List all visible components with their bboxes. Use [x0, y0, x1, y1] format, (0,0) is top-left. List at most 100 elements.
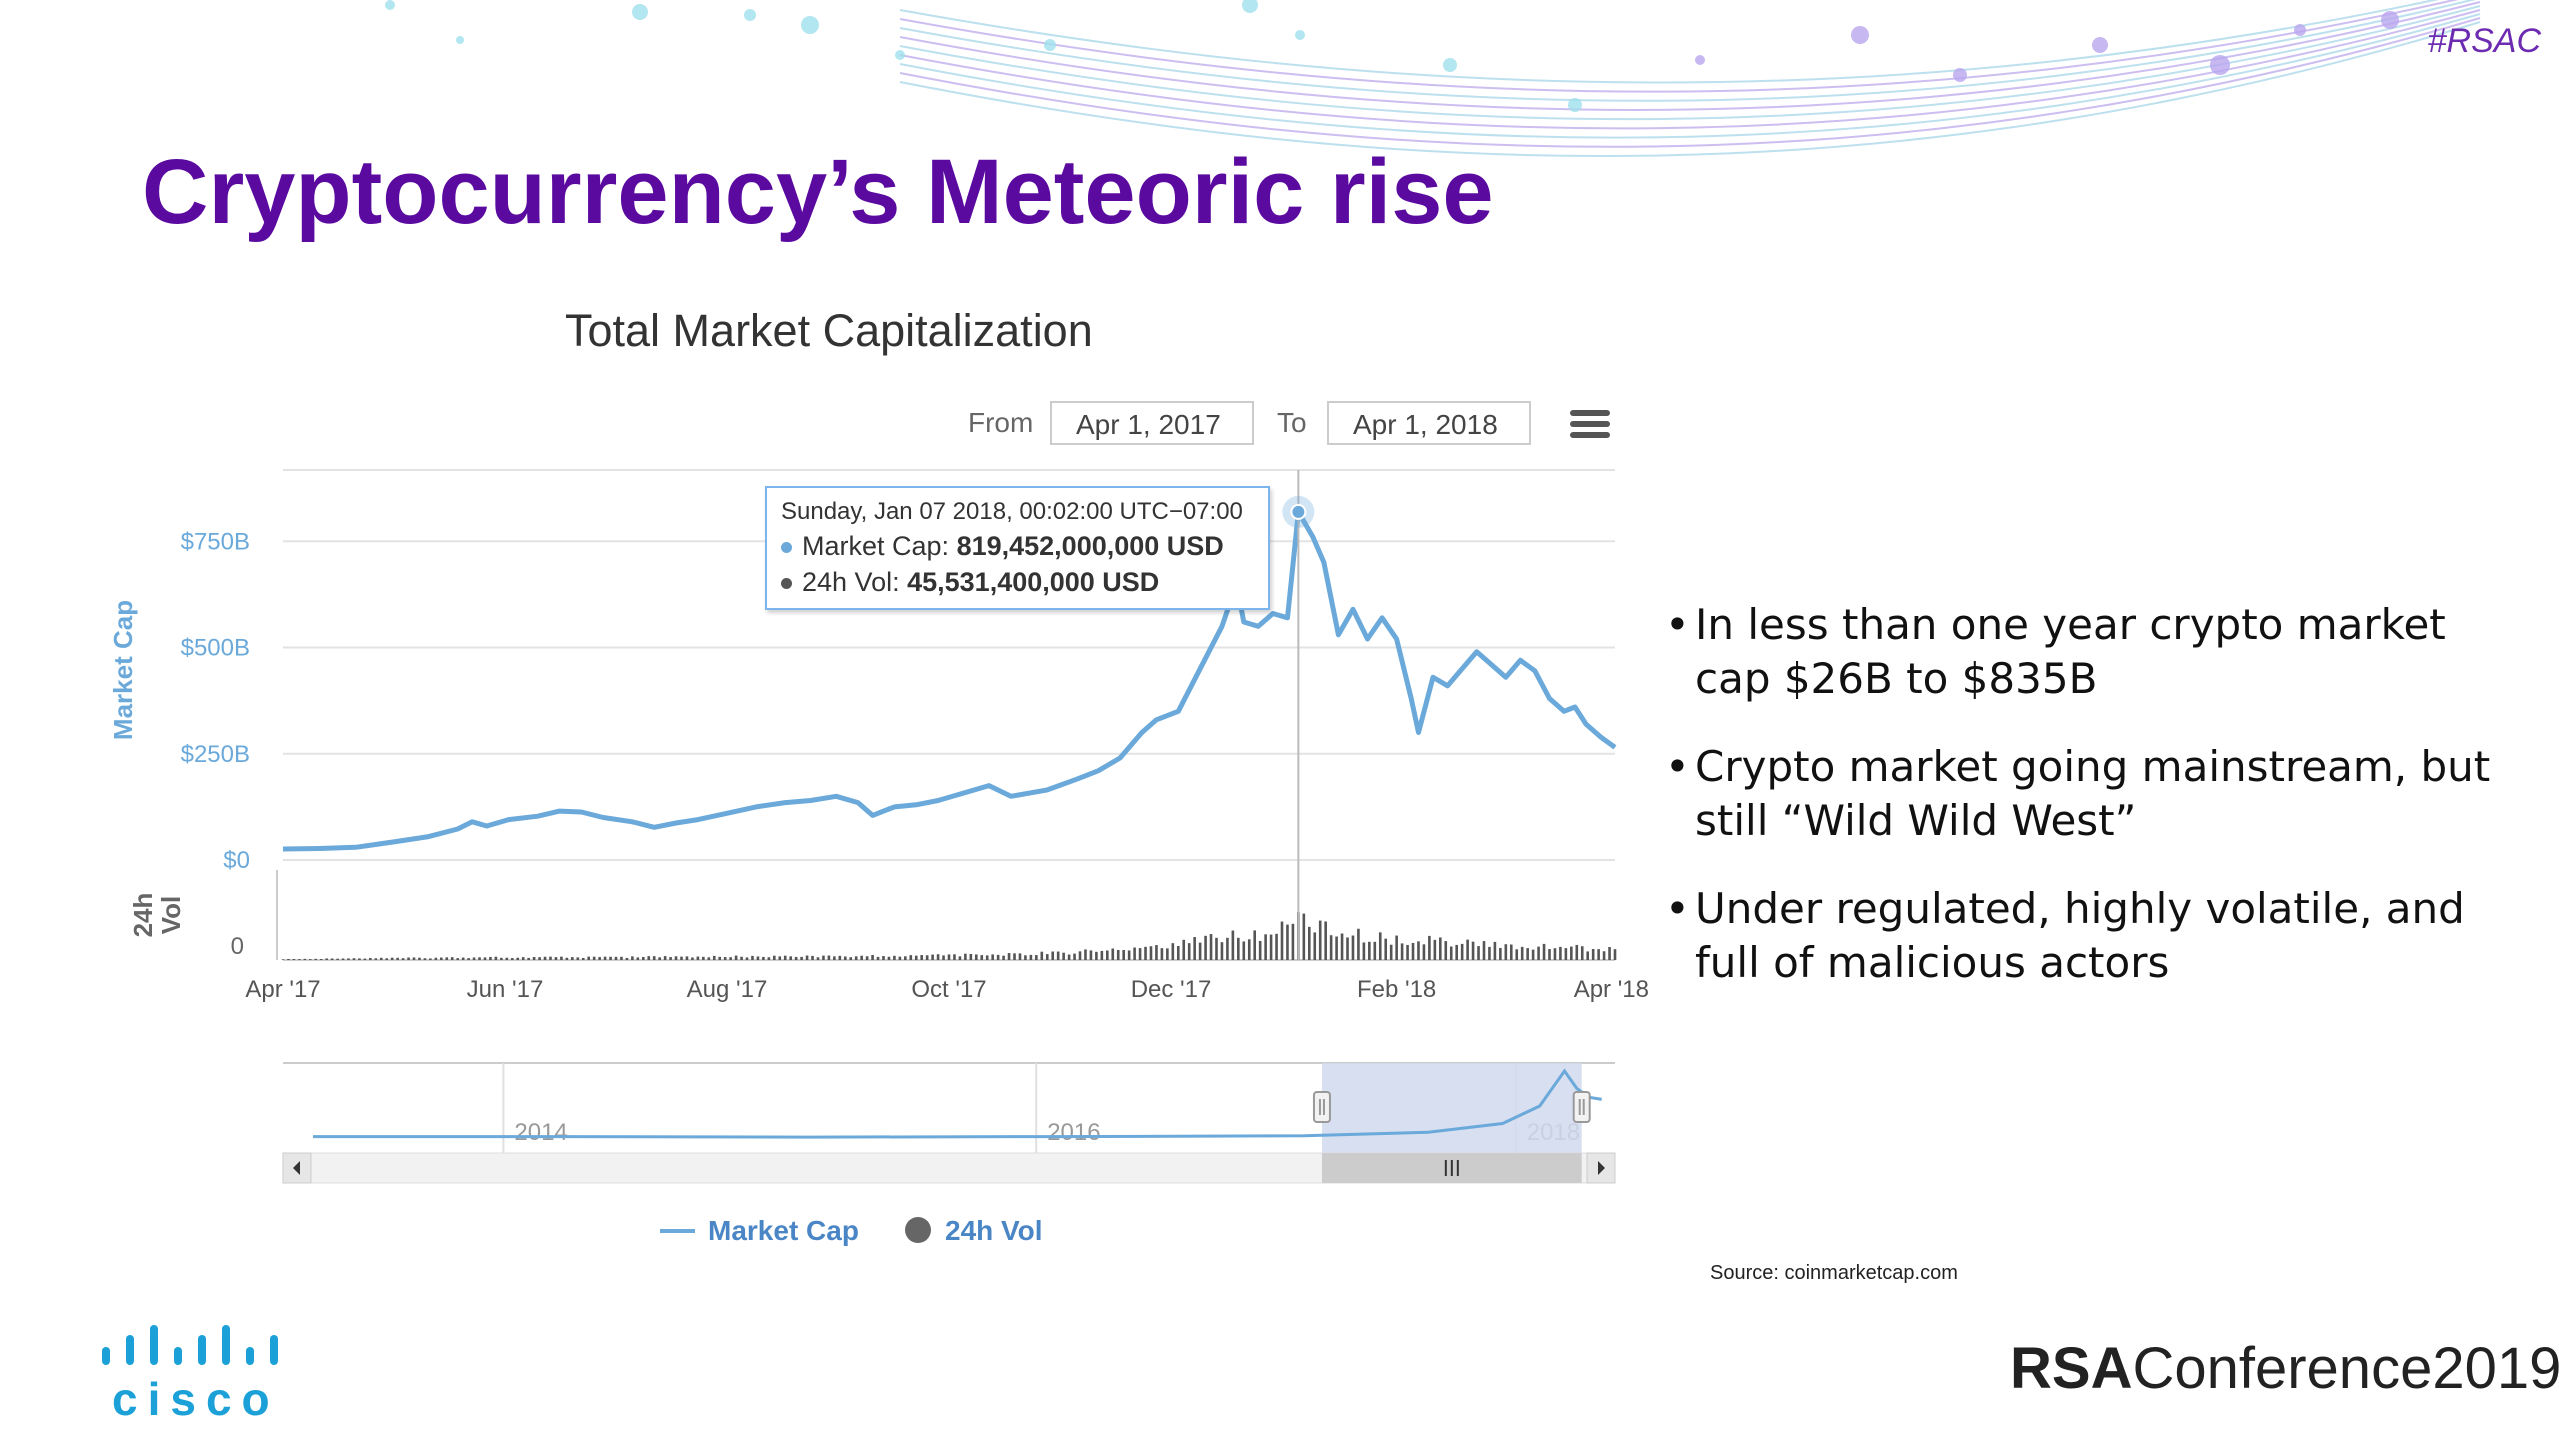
- volume-bar: [1024, 955, 1027, 960]
- volume-bar: [1428, 935, 1431, 960]
- volume-bar: [958, 956, 962, 960]
- volume-bar: [745, 957, 749, 960]
- bullet-text: Under regulated, highly volatile, and fu…: [1695, 884, 2465, 987]
- volume-bar: [663, 956, 667, 960]
- volume-bar: [1313, 932, 1317, 960]
- volume-bar: [385, 958, 389, 960]
- swirl-dot: [2210, 55, 2230, 75]
- volume-bar: [1144, 946, 1147, 960]
- volume-bar: [1509, 944, 1513, 960]
- hamburger-menu-icon[interactable]: [1570, 410, 1610, 442]
- volume-bar: [369, 958, 372, 960]
- volume-bar: [363, 958, 367, 960]
- highlight-point: [1290, 503, 1307, 520]
- legend-24h-vol[interactable]: 24h Vol: [945, 1215, 1043, 1246]
- volume-bar: [805, 955, 809, 960]
- legend-circle-symbol[interactable]: [905, 1217, 931, 1243]
- volume-bar: [1269, 934, 1273, 960]
- volume-bar: [1346, 937, 1349, 960]
- volume-bar: [401, 958, 405, 960]
- swirl-line: [899, 0, 2439, 84]
- volume-bar: [1067, 954, 1071, 960]
- volume-dot-icon: [781, 578, 792, 590]
- volume-bar: [865, 956, 869, 960]
- legend-market-cap[interactable]: Market Cap: [708, 1215, 859, 1246]
- cisco-logo-text: cisco: [112, 1373, 280, 1425]
- swirl-dot: [385, 0, 395, 10]
- arrow-right-icon: [1598, 1161, 1605, 1175]
- volume-bar: [1482, 941, 1486, 960]
- volume-bar: [773, 955, 776, 960]
- x-tick-label: Apr '17: [245, 976, 320, 1003]
- volume-bar: [1564, 948, 1568, 960]
- volume-bar: [756, 956, 760, 960]
- volume-bar: [1591, 949, 1595, 960]
- swirl-dot: [1443, 58, 1457, 72]
- volume-bar: [1045, 954, 1049, 960]
- volume-bar: [358, 958, 361, 960]
- volume-bar: [1384, 938, 1388, 960]
- volume-bar: [1406, 944, 1409, 960]
- volume-bar: [1570, 946, 1573, 960]
- tooltip-vol-value: 45,531,400,000 USD: [907, 567, 1160, 597]
- volume-bar: [827, 955, 831, 960]
- y-tick-label: $750B: [181, 528, 250, 555]
- x-tick-label: Aug '17: [687, 976, 768, 1003]
- volume-bar: [669, 957, 672, 960]
- swirl-dot: [632, 4, 648, 20]
- swirl-dot: [801, 16, 819, 34]
- volume-bar: [811, 955, 814, 960]
- volume-axis-title: 24h: [128, 893, 158, 938]
- volume-bar: [1608, 947, 1611, 960]
- volume-bar: [1056, 951, 1060, 960]
- volume-bar: [1116, 949, 1120, 960]
- volume-bar: [1247, 939, 1251, 960]
- volume-bar: [1242, 941, 1246, 960]
- to-date-input[interactable]: Apr 1, 2018: [1327, 401, 1531, 445]
- volume-bar: [521, 957, 525, 960]
- volume-bar: [1138, 948, 1142, 960]
- volume-bar: [1526, 948, 1529, 960]
- volume-bar: [985, 955, 989, 960]
- volume-bar: [1362, 942, 1366, 960]
- volume-bar: [352, 958, 356, 960]
- navigator-handle[interactable]: [1572, 1091, 1591, 1123]
- volume-bar: [1155, 945, 1158, 960]
- volume-bar: [314, 958, 318, 960]
- volume-bar: [909, 955, 913, 960]
- volume-bar: [308, 959, 312, 960]
- volume-bar: [396, 957, 399, 960]
- volume-bar: [729, 957, 732, 960]
- swirl-line: [899, 13, 2481, 139]
- bullet-item: • Crypto market going mainstream, but sti…: [1665, 742, 2491, 845]
- tooltip-cap-value: 819,452,000,000 USD: [956, 531, 1224, 561]
- arrow-left-icon: [293, 1161, 300, 1175]
- bullet-item: • Under regulated, highly volatile, and f…: [1665, 884, 2465, 987]
- swirl-line: [899, 17, 2481, 148]
- navigator-handle[interactable]: [1312, 1091, 1331, 1123]
- volume-bar: [702, 956, 705, 960]
- volume-bar: [1209, 934, 1213, 960]
- volume-bar: [1127, 950, 1131, 960]
- volume-bar: [1226, 937, 1229, 960]
- volume-bar: [762, 956, 765, 960]
- volume-bar: [560, 956, 563, 960]
- volume-bar: [942, 955, 945, 960]
- volume-bar: [1597, 949, 1600, 960]
- volume-bar: [767, 957, 771, 960]
- swirl-dot: [2381, 11, 2399, 29]
- volume-bar: [1258, 940, 1262, 960]
- bullet-text: Crypto market going mainstream, but stil…: [1695, 742, 2491, 845]
- y-tick-label: $0: [223, 847, 250, 874]
- volume-bar: [1307, 926, 1311, 960]
- volume-bar: [849, 957, 853, 960]
- volume-bar: [925, 955, 929, 960]
- volume-bar: [598, 957, 601, 960]
- tooltip-date: Sunday, Jan 07 2018, 00:02:00 UTC−07:00: [781, 498, 1243, 525]
- volume-bar: [871, 955, 874, 960]
- volume-bar: [1575, 944, 1579, 960]
- volume-bar: [980, 955, 984, 960]
- volume-bar: [1515, 949, 1519, 960]
- volume-bar: [904, 956, 907, 960]
- from-date-input[interactable]: Apr 1, 2017: [1050, 401, 1254, 445]
